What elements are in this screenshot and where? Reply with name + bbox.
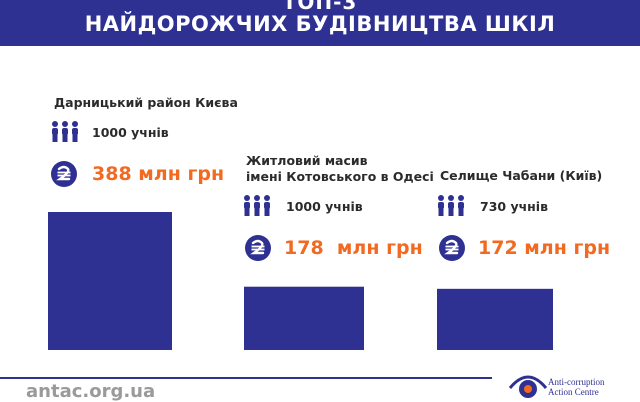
logo-text: Anti-corruption Action Centre (548, 377, 605, 397)
footer-divider (0, 377, 492, 379)
cost-value-3: 172 млн грн (478, 237, 611, 259)
people-icon (52, 121, 78, 142)
header-title: НАЙДОРОЖЧИХ БУДІВНИЦТВА ШКІЛ (84, 12, 556, 36)
hryvnia-icon (439, 235, 465, 261)
students-count-1: 1000 учнів (92, 125, 169, 140)
bar-label-2: Житловий масив імені Котовського в Одесі (246, 153, 434, 185)
logo-text-line-2: Action Centre (548, 387, 599, 397)
bar-2 (244, 286, 364, 350)
people-icon (244, 195, 270, 216)
bar-label-1: Дарницький район Києва (54, 95, 238, 111)
bar-label-2-line-1: Житловий масив (246, 153, 368, 168)
logo-text-line-1: Anti-corruption (548, 377, 605, 387)
eye-logo-icon (508, 375, 548, 398)
students-count-2: 1000 учнів (286, 199, 363, 214)
bar-1 (48, 212, 172, 350)
header-banner: ТОП-3 НАЙДОРОЖЧИХ БУДІВНИЦТВА ШКІЛ (0, 0, 640, 46)
bar-label-3: Селище Чабани (Київ) (440, 168, 602, 184)
students-count-3: 730 учнів (480, 199, 549, 214)
footer-site-link[interactable]: antac.org.ua (26, 381, 156, 402)
bar-label-1-line: Дарницький район Києва (54, 95, 238, 110)
hryvnia-icon (51, 161, 77, 187)
hryvnia-icon (245, 235, 271, 261)
people-icon (438, 195, 464, 216)
cost-value-1: 388 млн грн (92, 163, 225, 185)
bar-label-3-line: Селище Чабани (Київ) (440, 168, 603, 183)
cost-value-2: 178 млн грн (284, 237, 423, 259)
header-title-top: ТОП-3 (282, 0, 358, 14)
bar-3 (437, 288, 553, 350)
bar-label-2-line-2: імені Котовського в Одесі (246, 169, 434, 184)
